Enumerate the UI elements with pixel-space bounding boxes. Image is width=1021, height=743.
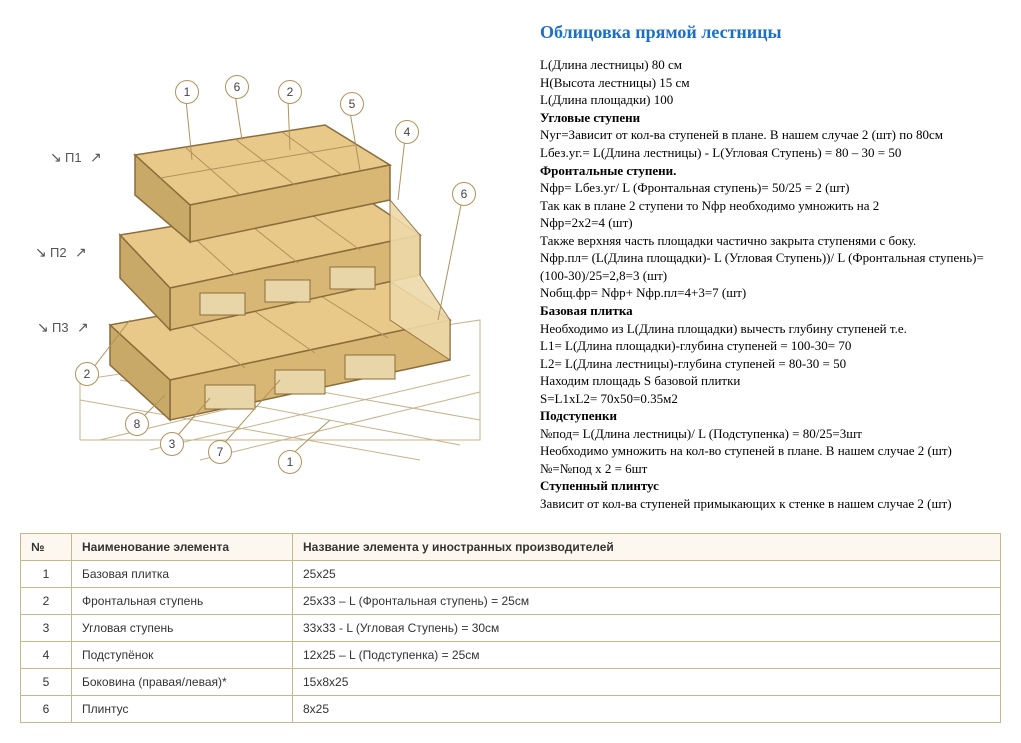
table-row: 5 Боковина (правая/левая)* 15х8х25 (21, 668, 1001, 695)
th-num: № (21, 533, 72, 560)
base-l4: Находим площадь S базовой плитки (540, 372, 1001, 390)
table-row: 1 Базовая плитка 25х25 (21, 560, 1001, 587)
cell-num: 2 (21, 587, 72, 614)
elements-table: № Наименование элемента Название элемент… (20, 533, 1001, 723)
section-corner-head: Угловые ступени (540, 109, 1001, 127)
cell-foreign: 12х25 – L (Подступенка) = 25см (293, 641, 1001, 668)
front-l4: Также верхняя часть площадки частично за… (540, 232, 1001, 250)
diagram-column: П1 ↘ ↗ П2 ↘ ↗ П3 ↘ ↗ 1 6 2 5 4 6 2 8 3 7… (20, 20, 520, 513)
cell-num: 3 (21, 614, 72, 641)
callout-5: 5 (340, 92, 364, 116)
text-column: Облицовка прямой лестницы L(Длина лестни… (540, 20, 1001, 513)
front-l3: Nфр=2х2=4 (шт) (540, 214, 1001, 232)
table-row: 2 Фронтальная ступень 25х33 – L (Фронтал… (21, 587, 1001, 614)
plinth-l1: Зависит от кол-ва ступеней примыкающих к… (540, 495, 1001, 513)
p-label-3: П3 (52, 320, 69, 335)
arrow-icon: ↘ (35, 245, 47, 262)
section-plinth-head: Ступенный плинтус (540, 477, 1001, 495)
riser-l2: Необходимо умножить на кол-во ступеней в… (540, 442, 1001, 460)
section-riser-head: Подступенки (540, 407, 1001, 425)
top-section: П1 ↘ ↗ П2 ↘ ↗ П3 ↘ ↗ 1 6 2 5 4 6 2 8 3 7… (20, 20, 1001, 513)
callout-7: 7 (208, 440, 232, 464)
cell-foreign: 15х8х25 (293, 668, 1001, 695)
table-row: 6 Плинтус 8х25 (21, 695, 1001, 722)
callout-1b: 1 (278, 450, 302, 474)
corner-l2: Lбез.уг.= L(Длина лестницы) - L(Угловая … (540, 144, 1001, 162)
base-l3: L2= L(Длина лестницы)-глубина ступеней =… (540, 355, 1001, 373)
cell-foreign: 33х33 - L (Угловая Ступень) = 30см (293, 614, 1001, 641)
table-row: 4 Подступёнок 12х25 – L (Подступенка) = … (21, 641, 1001, 668)
dim-l-stair: L(Длина лестницы) 80 см (540, 56, 1001, 74)
cell-name: Фронтальная ступень (72, 587, 293, 614)
base-l2: L1= L(Длина площадки)-глубина ступеней =… (540, 337, 1001, 355)
dim-l-platform: L(Длина площадки) 100 (540, 91, 1001, 109)
callout-4: 4 (395, 120, 419, 144)
th-foreign: Название элемента у иностранных производ… (293, 533, 1001, 560)
front-l1: Nфр= Lбез.уг/ L (Фронтальная ступень)= 5… (540, 179, 1001, 197)
cell-num: 1 (21, 560, 72, 587)
callout-3: 3 (160, 432, 184, 456)
front-l2: Так как в плане 2 ступени то Nфр необход… (540, 197, 1001, 215)
cell-name: Боковина (правая/левая)* (72, 668, 293, 695)
front-l6: Nобщ.фр= Nфр+ Nфр.пл=4+3=7 (шт) (540, 284, 1001, 302)
riser-l1: №под= L(Длина лестницы)/ L (Подступенка)… (540, 425, 1001, 443)
cell-num: 5 (21, 668, 72, 695)
riser-l3: №=№под х 2 = 6шт (540, 460, 1001, 478)
cell-foreign: 25х33 – L (Фронтальная ступень) = 25см (293, 587, 1001, 614)
callout-6: 6 (225, 75, 249, 99)
th-name: Наименование элемента (72, 533, 293, 560)
table-row: 3 Угловая ступень 33х33 - L (Угловая Сту… (21, 614, 1001, 641)
corner-l1: Nуг=Зависит от кол-ва ступеней в плане. … (540, 126, 1001, 144)
arrow-icon: ↘ (37, 320, 49, 337)
page-title: Облицовка прямой лестницы (540, 20, 1001, 44)
cell-foreign: 25х25 (293, 560, 1001, 587)
dim-h-stair: H(Высота лестницы) 15 см (540, 74, 1001, 92)
callout-8: 8 (125, 412, 149, 436)
base-l5: S=L1хL2= 70х50=0.35м2 (540, 390, 1001, 408)
front-l5: Nфр.пл= (L(Длина площадки)- L (Угловая С… (540, 249, 1001, 284)
callout-6b: 6 (452, 182, 476, 206)
arrow-icon: ↘ (50, 150, 62, 167)
cell-name: Угловая ступень (72, 614, 293, 641)
callout-2b: 2 (75, 362, 99, 386)
cell-name: Базовая плитка (72, 560, 293, 587)
table-header-row: № Наименование элемента Название элемент… (21, 533, 1001, 560)
section-front-head: Фронтальные ступени. (540, 162, 1001, 180)
cell-name: Подступёнок (72, 641, 293, 668)
stair-svg (20, 20, 520, 480)
arrow-icon: ↗ (77, 320, 89, 337)
arrow-icon: ↗ (90, 150, 102, 167)
section-base-head: Базовая плитка (540, 302, 1001, 320)
callout-2: 2 (278, 80, 302, 104)
p-label-1: П1 (65, 150, 82, 165)
cell-num: 6 (21, 695, 72, 722)
arrow-icon: ↗ (75, 245, 87, 262)
p-label-2: П2 (50, 245, 67, 260)
stair-diagram: П1 ↘ ↗ П2 ↘ ↗ П3 ↘ ↗ 1 6 2 5 4 6 2 8 3 7… (20, 20, 520, 480)
cell-foreign: 8х25 (293, 695, 1001, 722)
base-l1: Необходимо из L(Длина площадки) вычесть … (540, 320, 1001, 338)
cell-name: Плинтус (72, 695, 293, 722)
cell-num: 4 (21, 641, 72, 668)
callout-1: 1 (175, 80, 199, 104)
